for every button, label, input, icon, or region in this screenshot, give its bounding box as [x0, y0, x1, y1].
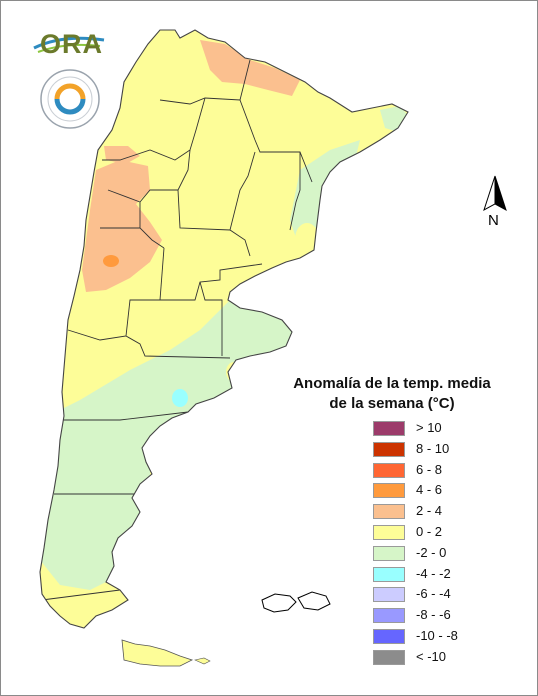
legend-title-line1: Anomalía de la temp. media: [293, 375, 491, 392]
legend-swatch: [373, 608, 405, 624]
legend-swatch: [373, 649, 405, 665]
malvinas-islands: [261, 591, 331, 613]
smn-seal-icon: [40, 69, 100, 129]
legend-label: -6 - -4: [416, 586, 451, 602]
legend-swatch: [373, 462, 405, 478]
legend-swatch: [373, 545, 405, 561]
legend-swatch: [373, 587, 405, 603]
legend-swatch: [373, 441, 405, 457]
smn-seal: [39, 68, 101, 130]
legend-label: -2 - 0: [416, 544, 447, 560]
north-arrow: N: [480, 174, 510, 232]
legend-title-line2: de la semana (°C): [329, 395, 455, 412]
legend-swatch: [373, 504, 405, 520]
legend-label: 6 - 8: [416, 461, 443, 477]
legend-label: -8 - -6: [416, 607, 451, 623]
legend-label: 0 - 2: [416, 523, 443, 539]
isla-de-los-estados: [194, 657, 211, 665]
north-arrow-icon: [483, 175, 507, 212]
ora-logo-text: ORA: [40, 29, 103, 59]
ora-swoosh-icon: [33, 36, 105, 53]
legend-label: -4 - -2: [416, 565, 451, 581]
legend-title: Anomalía de la temp. media de la semana …: [292, 374, 492, 414]
tierra-del-fuego: [121, 639, 194, 667]
argentina-outline: [39, 29, 409, 629]
legend-swatch: [373, 524, 405, 540]
legend-swatch: [373, 421, 405, 436]
legend-swatch: [373, 628, 405, 644]
ora-logo: ORA: [32, 26, 106, 60]
legend-swatch: [373, 566, 405, 582]
legend-label: > 10: [416, 420, 442, 435]
province-borders: [41, 59, 313, 601]
legend-swatch: [373, 483, 405, 499]
legend-label: < -10: [416, 648, 446, 664]
legend-label: 4 - 6: [416, 482, 443, 498]
legend-label: -10 - -8: [416, 627, 458, 643]
north-label: N: [488, 212, 499, 229]
legend-label: 8 - 10: [416, 440, 450, 456]
legend-label: 2 - 4: [416, 503, 443, 519]
